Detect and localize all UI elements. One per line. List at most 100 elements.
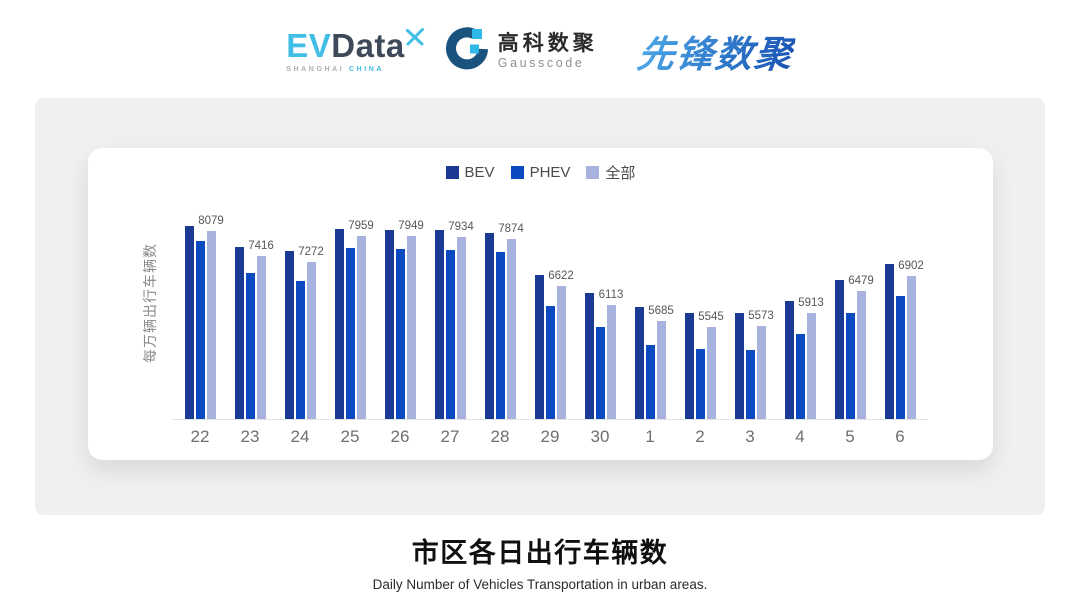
bar-value-label: 5545 xyxy=(698,310,724,323)
bar-BEV-5 xyxy=(834,279,844,419)
bar-value-label: 7949 xyxy=(398,220,424,233)
gausscode-name-cn: 高科数聚 xyxy=(497,31,598,55)
bar-全部-4 xyxy=(806,312,816,419)
legend-item-PHEV[interactable]: PHEV xyxy=(510,164,571,181)
evdata-tagline-right: CHINA xyxy=(348,66,385,73)
bar-BEV-3 xyxy=(734,312,744,419)
bar-PHEV-22 xyxy=(195,240,205,419)
bar-value-label: 7874 xyxy=(498,222,524,235)
legend-swatch xyxy=(445,166,459,179)
bar-全部-27 xyxy=(456,236,466,419)
bar-BEV-27 xyxy=(434,229,444,419)
bar-全部-2 xyxy=(706,326,716,419)
bar-value-label: 7934 xyxy=(448,220,474,233)
legend-item-BEV[interactable]: BEV xyxy=(445,164,495,181)
evdata-wordmark: EVData xyxy=(286,27,424,64)
x-tick-label: 24 xyxy=(290,427,310,446)
x-axis-line xyxy=(172,419,928,420)
x-tick-label: 27 xyxy=(440,427,460,446)
bar-PHEV-29 xyxy=(545,305,555,419)
bar-value-label: 5685 xyxy=(648,305,674,318)
bar-全部-5 xyxy=(856,291,866,419)
bar-BEV-26 xyxy=(384,230,394,419)
x-tick-label: 29 xyxy=(540,427,560,446)
bar-全部-1 xyxy=(656,321,666,419)
evdata-tagline: SHANGHAI CHINA xyxy=(286,66,384,73)
bar-PHEV-3 xyxy=(745,349,755,419)
bar-value-label: 6479 xyxy=(848,275,874,288)
legend-label: 全部 xyxy=(605,165,636,182)
evdata-logo: EVData SHANGHAI CHINA xyxy=(286,27,424,73)
bar-全部-23 xyxy=(256,256,266,419)
bar-PHEV-27 xyxy=(445,249,455,419)
header-logos: EVData SHANGHAI CHINA xyxy=(0,16,1080,86)
bar-BEV-6 xyxy=(884,264,894,419)
bar-全部-3 xyxy=(756,325,766,419)
bar-全部-26 xyxy=(406,236,416,419)
bar-全部-30 xyxy=(606,305,616,419)
bar-PHEV-2 xyxy=(695,349,705,419)
x-tick-label: 23 xyxy=(240,427,260,446)
evdata-tagline-left: SHANGHAI xyxy=(286,66,345,73)
bar-chart: 8079 22 7416 23 7272 24 7959 25 7949 26 7934 27 7874… xyxy=(88,148,993,460)
bar-value-label: 7272 xyxy=(298,245,324,258)
x-tick-label: 6 xyxy=(895,427,905,446)
chart-legend: BEV PHEV 全部 xyxy=(88,162,993,183)
bar-value-label: 6902 xyxy=(898,259,924,272)
bar-BEV-1 xyxy=(634,306,644,419)
chart-subtitle: Daily Number of Vehicles Transportation … xyxy=(372,577,708,592)
x-tick-label: 5 xyxy=(845,427,855,446)
bar-value-label: 5913 xyxy=(798,296,824,309)
x-tick-label: 30 xyxy=(590,427,610,446)
bar-BEV-24 xyxy=(284,251,294,419)
bar-value-label: 7416 xyxy=(248,240,274,253)
x-tick-label: 28 xyxy=(490,427,510,446)
bar-全部-6 xyxy=(906,275,916,419)
x-tick-label: 3 xyxy=(745,427,755,446)
bar-PHEV-6 xyxy=(895,295,905,419)
bar-BEV-23 xyxy=(234,246,244,419)
x-tick-label: 1 xyxy=(645,427,655,446)
x-tick-label: 22 xyxy=(190,427,210,446)
bar-PHEV-25 xyxy=(345,247,355,419)
bar-全部-25 xyxy=(356,235,366,419)
bar-BEV-30 xyxy=(584,292,594,419)
x-tick-label: 25 xyxy=(340,427,360,446)
x-tick-label: 2 xyxy=(695,427,705,446)
legend-label: PHEV xyxy=(529,164,571,181)
legend-item-全部[interactable]: 全部 xyxy=(586,162,635,183)
chart-card: BEV PHEV 全部 每万辆出行车辆数 8079 22 7416 23 7272 24 795… xyxy=(88,148,993,460)
pioneer-logo: 先锋数聚 xyxy=(634,24,797,78)
bar-PHEV-26 xyxy=(395,249,405,419)
evdata-ev-text: EV xyxy=(286,27,332,64)
evdata-data-text: Data xyxy=(331,27,405,64)
legend-swatch xyxy=(586,166,600,179)
gausscode-g-icon xyxy=(445,26,489,76)
bar-BEV-29 xyxy=(534,274,544,419)
bar-value-label: 6113 xyxy=(598,289,624,302)
x-tick-label: 4 xyxy=(795,427,805,446)
footer: 市区各日出行车辆数 Daily Number of Vehicles Trans… xyxy=(0,531,1080,592)
bar-BEV-28 xyxy=(484,233,494,419)
sparkle-icon xyxy=(405,19,425,52)
bar-全部-22 xyxy=(206,231,216,419)
bar-全部-28 xyxy=(506,238,516,419)
bar-PHEV-1 xyxy=(645,344,655,419)
bar-value-label: 8079 xyxy=(198,215,224,228)
bar-value-label: 5573 xyxy=(748,309,774,322)
bar-PHEV-4 xyxy=(795,333,805,419)
bar-value-label: 7959 xyxy=(348,219,374,232)
bar-PHEV-28 xyxy=(495,252,505,419)
bar-PHEV-30 xyxy=(595,327,605,419)
bar-PHEV-23 xyxy=(245,273,255,419)
bar-BEV-22 xyxy=(184,226,194,419)
x-tick-label: 26 xyxy=(390,427,410,446)
bar-PHEV-5 xyxy=(845,312,855,419)
bar-全部-29 xyxy=(556,286,566,419)
bar-value-label: 6622 xyxy=(548,270,574,283)
chart-panel: BEV PHEV 全部 每万辆出行车辆数 8079 22 7416 23 7272 24 795… xyxy=(35,98,1045,515)
bar-全部-24 xyxy=(306,261,316,419)
gausscode-logo: 高科数聚 Gausscode xyxy=(445,26,598,76)
bar-BEV-25 xyxy=(334,229,344,419)
